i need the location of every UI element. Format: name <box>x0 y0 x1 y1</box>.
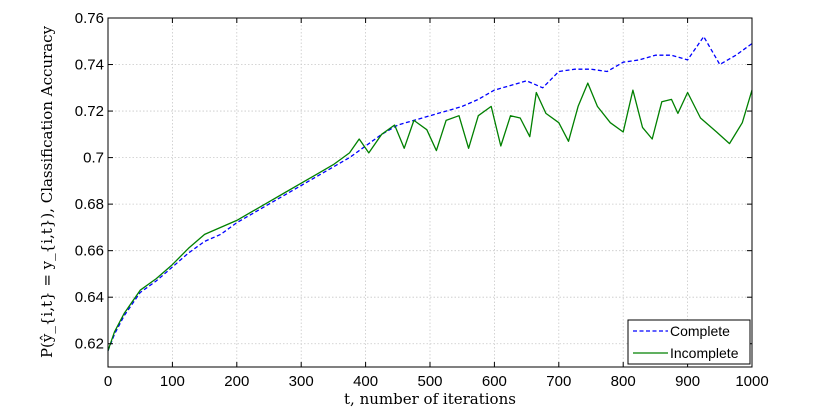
ticks <box>107 17 753 367</box>
x-tick-label: 400 <box>353 373 378 390</box>
y-tick-label: 0.68 <box>75 196 104 213</box>
legend-box <box>627 319 751 365</box>
x-tick-labels: 0 100 200 300 400 500 600 700 800 900 1000 <box>104 373 769 390</box>
legend-label-complete: Complete <box>670 323 730 339</box>
series-line-complete <box>107 35 753 351</box>
x-tick-label: 300 <box>289 373 314 390</box>
series-layer <box>107 35 753 351</box>
legend-label-incomplete: Incomplete <box>670 345 739 361</box>
y-tick-label: 0.7 <box>83 150 104 167</box>
grid <box>108 18 752 367</box>
x-tick-label: 500 <box>417 373 442 390</box>
x-tick-label: 100 <box>160 373 185 390</box>
x-axis-label: t, number of iterations <box>344 390 516 408</box>
x-tick-label: 700 <box>546 373 571 390</box>
y-tick-label: 0.74 <box>75 57 104 74</box>
legend: Complete Incomplete <box>627 319 751 365</box>
x-tick-label: 0 <box>104 373 112 390</box>
plot-area <box>108 18 752 367</box>
x-tick-label: 800 <box>611 373 636 390</box>
y-axis-label: P(ŷ_{i,t} = y_{i,t}), Classification Acc… <box>38 25 56 358</box>
y-tick-labels: 0.62 0.64 0.66 0.68 0.7 0.72 0.74 0.76 <box>75 10 104 353</box>
y-tick-label: 0.64 <box>75 289 104 306</box>
y-tick-label: 0.66 <box>75 243 104 260</box>
y-tick-label: 0.72 <box>75 103 104 120</box>
series-line-incomplete <box>107 82 753 351</box>
y-tick-label: 0.62 <box>75 336 104 353</box>
x-tick-label: 200 <box>224 373 249 390</box>
x-tick-label: 600 <box>482 373 507 390</box>
y-tick-label: 0.76 <box>75 10 104 27</box>
x-tick-label: 900 <box>675 373 700 390</box>
x-tick-label: 1000 <box>735 373 768 390</box>
